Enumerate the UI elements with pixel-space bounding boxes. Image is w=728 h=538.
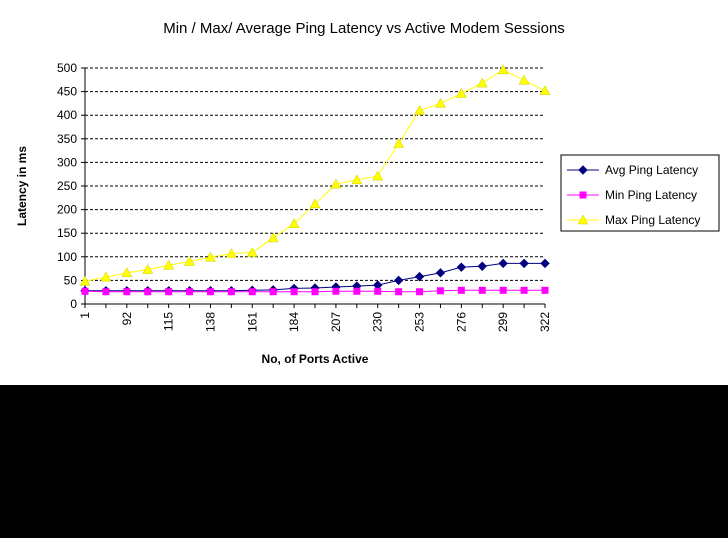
data-point [374, 287, 382, 295]
y-tick-label: 300 [57, 155, 77, 169]
data-point [435, 268, 446, 278]
data-point [539, 85, 551, 95]
data-point [351, 174, 363, 185]
data-point [497, 64, 509, 75]
data-point [81, 287, 89, 295]
data-point [163, 259, 175, 270]
x-tick-label: 115 [162, 312, 176, 331]
data-point [435, 97, 446, 108]
legend-marker [577, 214, 589, 225]
data-point [309, 198, 321, 209]
data-point [227, 288, 235, 296]
chart-area: Min / Max/ Average Ping Latency vs Activ… [0, 0, 728, 385]
data-point [142, 264, 154, 274]
x-tick-label: 1 [78, 312, 92, 319]
data-point [499, 286, 507, 294]
data-point [144, 288, 152, 296]
data-point [121, 267, 133, 278]
data-point [205, 251, 216, 262]
data-point [311, 288, 319, 296]
grid-lines [85, 67, 545, 281]
data-point [457, 286, 465, 294]
data-point [478, 286, 486, 294]
data-point [330, 178, 342, 189]
legend-label: Max Ping Latency [605, 213, 700, 227]
data-point [332, 287, 340, 295]
y-tick-label: 350 [57, 132, 77, 146]
y-tick-label: 200 [57, 203, 77, 217]
axes: 0 50 100 150 200 250 300 350 400 450 500 1 92 115 138 1… [57, 61, 552, 332]
data-point [520, 286, 528, 294]
y-tick-label: 500 [57, 61, 77, 75]
data-point [290, 288, 298, 296]
data-point [456, 262, 467, 272]
data-point [186, 288, 194, 296]
y-tick-label: 100 [57, 250, 77, 264]
data-point [540, 258, 550, 269]
data-point [372, 170, 384, 181]
series-layer [79, 64, 551, 296]
data-point [455, 87, 467, 98]
x-tick-label: 138 [203, 312, 217, 332]
data-point [165, 288, 173, 296]
data-point [225, 247, 237, 258]
chart-svg: Min / Max/ Average Ping Latency vs Activ… [15, 20, 720, 366]
x-tick-label: 299 [496, 312, 510, 332]
data-point [100, 271, 112, 282]
legend-label: Avg Ping Latency [605, 163, 698, 177]
y-tick-label: 400 [57, 108, 77, 122]
data-point [518, 74, 530, 85]
y-tick-label: 150 [57, 226, 77, 240]
x-tick-label: 207 [329, 312, 343, 332]
series-min-ping-latency [81, 286, 549, 296]
x-tick-label: 276 [454, 312, 468, 332]
x-tick-label: 161 [245, 312, 259, 332]
data-point [436, 287, 444, 295]
legend-marker [579, 191, 587, 199]
y-tick-label: 0 [70, 297, 77, 311]
x-tick-label: 184 [287, 312, 301, 332]
data-point [267, 232, 279, 243]
data-point [288, 218, 300, 229]
y-axis-label: Latency in ms [15, 146, 29, 226]
data-point [206, 288, 214, 296]
x-axis-label: No, of Ports Active [262, 352, 369, 366]
data-point [184, 256, 195, 266]
data-point [102, 288, 110, 296]
series-line [84, 69, 546, 282]
data-point [541, 286, 549, 294]
legend-label: Min Ping Latency [605, 188, 697, 202]
data-point [123, 288, 131, 296]
data-point [414, 271, 425, 282]
x-tick-label: 253 [413, 312, 427, 332]
y-tick-label: 250 [57, 179, 77, 193]
legend-marker [578, 165, 588, 175]
data-point [79, 275, 91, 286]
data-point [476, 77, 488, 88]
series-max-ping-latency [79, 64, 551, 286]
data-point [498, 258, 508, 269]
data-point [519, 258, 529, 269]
chart-title: Min / Max/ Average Ping Latency vs Activ… [163, 20, 565, 37]
data-point [477, 261, 487, 271]
data-point [416, 288, 424, 296]
data-point [269, 288, 277, 296]
data-point [353, 287, 361, 295]
data-point [393, 138, 405, 148]
x-tick-label: 92 [120, 312, 134, 326]
legend: Avg Ping Latency Min Ping Latency Max Ping… [560, 154, 720, 232]
x-tick-label: 322 [538, 312, 552, 332]
data-point [414, 104, 425, 115]
data-point [393, 275, 404, 286]
data-point [248, 288, 256, 296]
legend-box [560, 154, 720, 232]
x-tick-label: 230 [371, 312, 385, 332]
y-tick-label: 450 [57, 85, 77, 99]
data-point [246, 247, 258, 257]
y-tick-label: 50 [64, 273, 78, 287]
data-point [395, 288, 403, 296]
